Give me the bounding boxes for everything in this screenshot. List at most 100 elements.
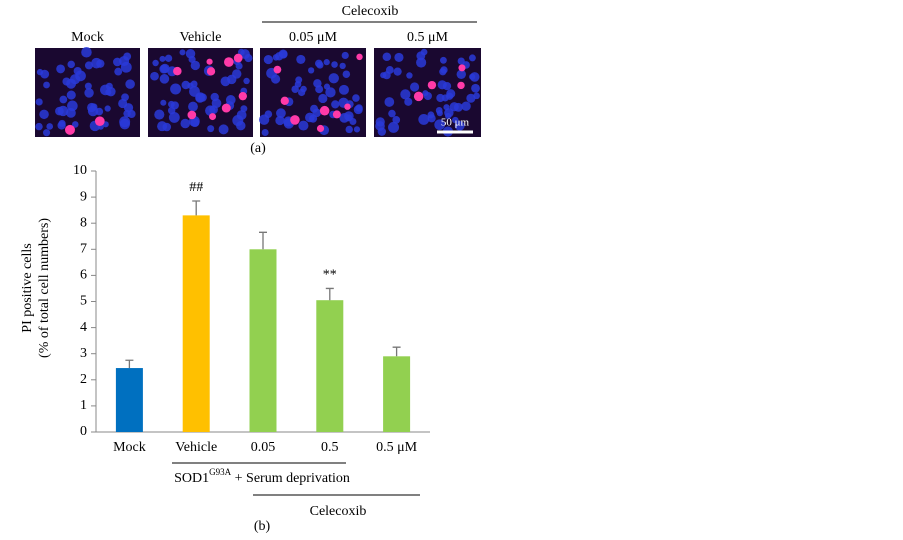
nucleus xyxy=(275,115,285,126)
error-bar xyxy=(192,200,201,216)
nucleus xyxy=(160,99,167,106)
nucleus xyxy=(35,98,43,106)
pi-cell xyxy=(458,64,466,72)
nucleus xyxy=(449,102,459,112)
nucleus xyxy=(331,100,340,109)
y-tick-label: 2 xyxy=(80,372,87,387)
group-label: SOD1G93A + Serum deprivation xyxy=(174,467,350,486)
nucleus xyxy=(81,46,92,58)
nucleus xyxy=(207,125,215,133)
bar xyxy=(383,356,411,432)
nucleus xyxy=(218,124,229,135)
x-tick-label: Vehicle xyxy=(175,440,217,455)
significance-label: ## xyxy=(189,180,203,195)
y-tick-label: 0 xyxy=(80,424,87,439)
bar xyxy=(316,300,344,432)
nucleus xyxy=(152,59,159,67)
nucleus xyxy=(127,109,136,119)
nucleus xyxy=(36,68,44,76)
group-label: Celecoxib xyxy=(342,4,399,19)
nucleus xyxy=(56,64,66,74)
y-tick-label: 9 xyxy=(80,189,87,204)
nucleus xyxy=(446,89,456,99)
nucleus xyxy=(114,67,123,76)
nucleus xyxy=(409,82,420,92)
nucleus xyxy=(73,67,82,76)
nucleus xyxy=(318,93,328,104)
image-label: 0.05 μM xyxy=(289,30,338,45)
nucleus xyxy=(436,93,445,103)
nucleus xyxy=(331,61,338,68)
y-tick-label: 5 xyxy=(80,294,87,309)
pi-cell xyxy=(280,96,289,105)
images: Mock Vehicle 0.05 μM 0.5 μM 50 μm xyxy=(35,30,481,137)
nucleus xyxy=(164,54,173,63)
y-tick-label: 8 xyxy=(80,215,87,230)
pi-cell xyxy=(209,113,217,121)
nucleus xyxy=(439,56,447,64)
nucleus xyxy=(296,54,306,64)
error-bar xyxy=(125,359,134,369)
group-sup: G93A xyxy=(209,467,231,477)
x-tick-label: 0.5 μM xyxy=(376,440,418,455)
x-tick-label: 0.5 xyxy=(321,440,339,455)
nucleus xyxy=(339,62,346,70)
nucleus xyxy=(468,54,476,62)
nucleus xyxy=(180,118,191,129)
error-bar xyxy=(325,287,334,301)
nucleus xyxy=(170,83,182,95)
nucleus xyxy=(170,101,179,110)
nucleus xyxy=(57,105,69,117)
y-tick-label: 3 xyxy=(80,346,87,361)
nucleus xyxy=(392,116,401,124)
nucleus xyxy=(159,74,170,84)
nucleus xyxy=(150,71,159,81)
nucleus xyxy=(243,77,250,85)
nucleus xyxy=(385,66,394,74)
nucleus xyxy=(190,118,200,128)
nucleus xyxy=(384,97,395,107)
nucleus xyxy=(43,129,51,137)
nucleus xyxy=(345,125,353,134)
nucleus xyxy=(469,72,480,82)
nucleus xyxy=(345,114,353,122)
micrograph xyxy=(260,48,366,137)
nucleus xyxy=(105,89,112,96)
nucleus xyxy=(352,94,360,102)
nucleus xyxy=(471,83,480,93)
nucleus xyxy=(442,81,452,91)
nucleus xyxy=(125,79,135,89)
pi-cell xyxy=(223,57,234,67)
nucleus xyxy=(307,67,315,74)
nucleus xyxy=(416,57,427,68)
pi-cell xyxy=(273,65,282,74)
nucleus xyxy=(439,68,447,76)
nucleus xyxy=(298,120,309,131)
nucleus xyxy=(274,52,284,61)
pi-cell xyxy=(457,81,465,90)
nucleus xyxy=(338,84,349,95)
bar xyxy=(182,215,210,432)
nucleus xyxy=(454,120,465,131)
nucleus xyxy=(66,78,77,89)
caption: (a) xyxy=(250,141,266,156)
nucleus xyxy=(271,74,281,84)
nucleus xyxy=(404,97,413,106)
nucleus xyxy=(59,95,68,104)
y-tick-label: 10 xyxy=(73,163,87,178)
pi-cell xyxy=(332,110,341,119)
error-bar xyxy=(392,346,401,357)
nucleus xyxy=(342,70,351,78)
nucleus xyxy=(71,121,79,128)
nucleus xyxy=(427,114,436,123)
nucleus xyxy=(84,61,93,70)
nucleus xyxy=(189,86,200,97)
image-label: Vehicle xyxy=(180,30,222,45)
nucleus xyxy=(91,57,102,69)
nucleus xyxy=(382,52,392,62)
nucleus xyxy=(422,90,429,97)
nucleus xyxy=(434,119,446,131)
nucleus xyxy=(238,48,245,56)
nucleus xyxy=(312,108,322,118)
pi-cell xyxy=(233,53,243,63)
